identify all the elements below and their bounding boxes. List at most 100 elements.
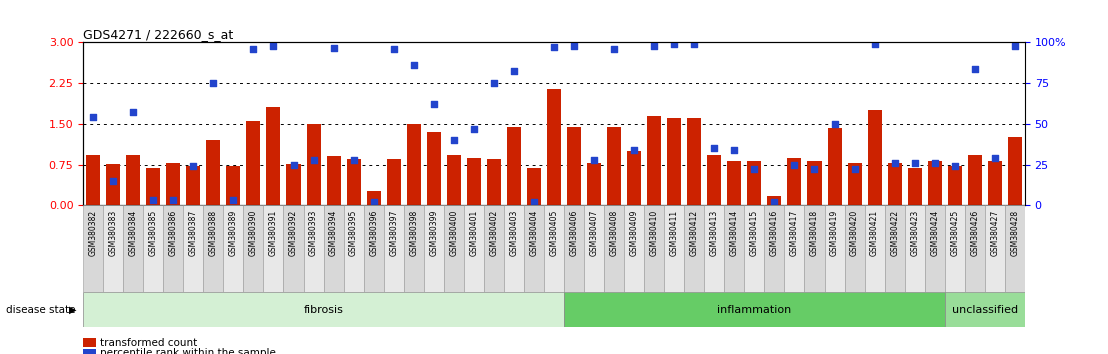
Text: GSM380402: GSM380402 [490, 210, 499, 256]
Point [205, 80, 223, 86]
Text: GSM380413: GSM380413 [710, 210, 719, 256]
Text: disease state: disease state [6, 305, 75, 315]
Bar [146, 169, 161, 205]
Bar [284, 205, 304, 292]
Text: GDS4271 / 222660_s_at: GDS4271 / 222660_s_at [83, 28, 234, 41]
Text: fibrosis: fibrosis [304, 305, 343, 315]
Point [746, 167, 763, 172]
Bar [304, 205, 324, 292]
Bar [524, 205, 544, 292]
Bar [864, 205, 884, 292]
Text: GSM380401: GSM380401 [470, 210, 479, 256]
Bar [527, 169, 541, 205]
Bar [423, 205, 444, 292]
Text: ▶: ▶ [69, 305, 76, 315]
Point [485, 80, 503, 86]
Bar [687, 119, 701, 205]
Bar [667, 119, 681, 205]
Bar [367, 191, 381, 205]
Point [645, 43, 663, 48]
Text: GSM380397: GSM380397 [389, 210, 398, 256]
Bar [784, 205, 804, 292]
Point [845, 167, 863, 172]
Text: GSM380428: GSM380428 [1010, 210, 1019, 256]
Bar [985, 205, 1005, 292]
Bar [106, 164, 120, 205]
Text: GSM380426: GSM380426 [971, 210, 979, 256]
Bar [804, 205, 824, 292]
Bar [544, 205, 564, 292]
Bar [86, 155, 100, 205]
Bar [727, 161, 741, 205]
Bar [604, 205, 624, 292]
Bar [547, 88, 561, 205]
Bar [126, 155, 141, 205]
Bar [166, 163, 181, 205]
Text: GSM380410: GSM380410 [649, 210, 658, 256]
Bar [707, 155, 721, 205]
Bar [484, 205, 504, 292]
Point [605, 46, 623, 52]
Bar [387, 159, 401, 205]
Bar [266, 107, 280, 205]
Bar [624, 205, 644, 292]
Text: GSM380388: GSM380388 [208, 210, 218, 256]
Bar [447, 155, 461, 205]
Text: GSM380419: GSM380419 [830, 210, 839, 256]
Point [625, 147, 643, 153]
Point [525, 199, 543, 205]
Bar [904, 205, 925, 292]
Bar [927, 161, 942, 205]
Bar [343, 205, 363, 292]
Bar [264, 205, 284, 292]
Bar [486, 159, 501, 205]
Point [825, 121, 843, 127]
Bar [183, 205, 204, 292]
Bar [644, 205, 664, 292]
Text: GSM380390: GSM380390 [249, 210, 258, 256]
Bar [83, 205, 103, 292]
Point [144, 198, 162, 203]
Point [926, 160, 944, 166]
Text: GSM380383: GSM380383 [109, 210, 117, 256]
Bar [808, 161, 821, 205]
Bar [123, 205, 143, 292]
Bar [567, 127, 581, 205]
Bar [244, 205, 264, 292]
Text: GSM380384: GSM380384 [129, 210, 137, 256]
Point [726, 147, 743, 153]
Text: GSM380409: GSM380409 [629, 210, 638, 256]
Bar [685, 205, 705, 292]
Bar [224, 205, 244, 292]
Text: GSM380424: GSM380424 [931, 210, 940, 256]
Point [706, 145, 724, 151]
Text: GSM380407: GSM380407 [589, 210, 598, 256]
Bar [327, 156, 340, 205]
Point [545, 45, 563, 50]
Bar [206, 140, 220, 205]
Text: transformed count: transformed count [100, 338, 197, 348]
Text: GSM380412: GSM380412 [690, 210, 699, 256]
Text: inflammation: inflammation [717, 305, 791, 315]
Point [124, 109, 142, 115]
Point [565, 43, 583, 48]
Bar [627, 151, 642, 205]
Text: GSM380418: GSM380418 [810, 210, 819, 256]
Text: GSM380422: GSM380422 [890, 210, 900, 256]
Point [686, 41, 704, 47]
Point [885, 160, 903, 166]
Bar [246, 121, 260, 205]
Text: GSM380400: GSM380400 [450, 210, 459, 256]
Text: GSM380427: GSM380427 [991, 210, 999, 256]
Bar [307, 124, 320, 205]
Text: GSM380403: GSM380403 [510, 210, 519, 256]
Point [404, 62, 422, 68]
Text: GSM380405: GSM380405 [550, 210, 558, 256]
Text: GSM380396: GSM380396 [369, 210, 378, 256]
Bar [907, 169, 922, 205]
Point [986, 155, 1004, 161]
Bar [143, 205, 163, 292]
Text: GSM380385: GSM380385 [148, 210, 157, 256]
Point [946, 164, 964, 169]
Text: GSM380386: GSM380386 [168, 210, 177, 256]
